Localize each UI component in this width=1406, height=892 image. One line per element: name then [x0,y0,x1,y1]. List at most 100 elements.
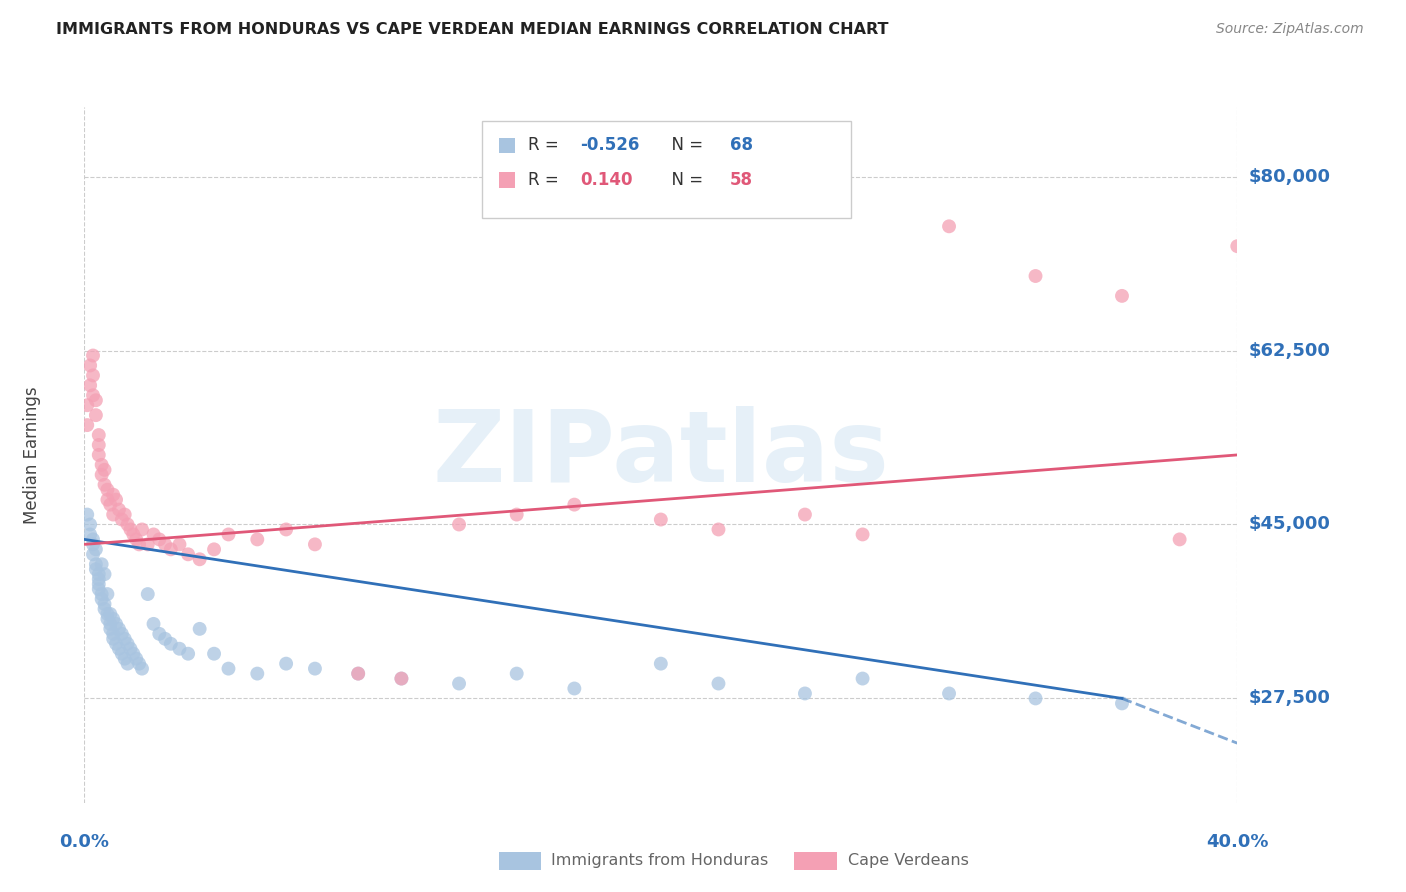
Point [136,537,159,551]
Text: 0.140: 0.140 [581,171,633,189]
Point [93,477,115,491]
Point [122,647,145,661]
Point [391,672,413,686]
Point [103,627,124,641]
Point [202,647,225,661]
Point [96,483,118,497]
Point [105,616,128,631]
Point [188,552,211,566]
Point [103,488,124,502]
Point [707,676,730,690]
Point [90,458,112,472]
Text: $27,500: $27,500 [1249,690,1330,707]
Point [76,508,98,522]
Point [103,508,124,522]
Point [82,349,104,363]
Bar [499,137,515,153]
Point [217,662,239,676]
Point [87,428,110,442]
Point [82,368,104,383]
Point [120,523,142,537]
Point [125,651,148,665]
Point [1226,239,1249,253]
Text: $62,500: $62,500 [1249,342,1330,359]
Point [76,418,98,433]
Text: R =: R = [529,136,564,154]
Point [98,616,121,631]
Point [160,542,183,557]
Point [1111,289,1133,303]
Point [96,492,118,507]
Point [87,577,110,591]
Text: N =: N = [661,171,709,189]
Text: $80,000: $80,000 [1249,168,1330,186]
Point [108,641,131,656]
Point [852,527,875,541]
Text: 58: 58 [730,171,754,189]
Text: ZIPatlas: ZIPatlas [433,407,889,503]
Point [650,512,672,526]
Point [128,657,150,671]
Point [188,622,211,636]
Point [246,666,269,681]
Point [84,393,107,408]
Point [793,508,815,522]
Point [274,523,298,537]
Point [82,547,104,561]
Point [93,567,115,582]
Text: IMMIGRANTS FROM HONDURAS VS CAPE VERDEAN MEDIAN EARNINGS CORRELATION CHART: IMMIGRANTS FROM HONDURAS VS CAPE VERDEAN… [56,22,889,37]
Point [177,647,200,661]
Point [131,662,153,676]
Text: 0.0%: 0.0% [59,833,110,851]
Point [938,219,960,234]
Point [304,537,326,551]
Text: 68: 68 [730,136,754,154]
Text: Median Earnings: Median Earnings [22,386,41,524]
Point [1168,533,1191,547]
Point [87,448,110,462]
Point [506,666,529,681]
Point [98,498,121,512]
Point [122,527,145,541]
Point [111,512,134,526]
Point [82,388,104,402]
Text: -0.526: -0.526 [581,136,640,154]
Point [793,686,815,700]
Point [246,533,269,547]
Point [98,622,121,636]
Text: Source: ZipAtlas.com: Source: ZipAtlas.com [1216,22,1364,37]
Text: Cape Verdeans: Cape Verdeans [848,854,969,868]
Text: N =: N = [661,136,709,154]
Point [117,637,139,651]
Point [142,616,165,631]
Point [169,537,191,551]
Point [111,647,134,661]
Point [82,537,104,551]
Point [87,572,110,586]
Point [90,592,112,607]
Point [120,641,142,656]
Point [114,508,136,522]
Point [136,587,159,601]
Point [447,517,470,532]
Point [707,523,730,537]
Point [82,533,104,547]
Point [160,637,183,651]
Point [96,612,118,626]
Point [84,562,107,576]
Point [87,567,110,582]
Point [93,597,115,611]
Point [347,666,370,681]
Point [79,517,101,532]
FancyBboxPatch shape [482,121,851,219]
Point [153,632,176,646]
Point [96,607,118,621]
Point [153,537,176,551]
Point [148,533,170,547]
Point [105,492,128,507]
Point [84,408,107,422]
Point [1024,268,1046,283]
Point [274,657,298,671]
Point [562,498,586,512]
Point [93,602,115,616]
